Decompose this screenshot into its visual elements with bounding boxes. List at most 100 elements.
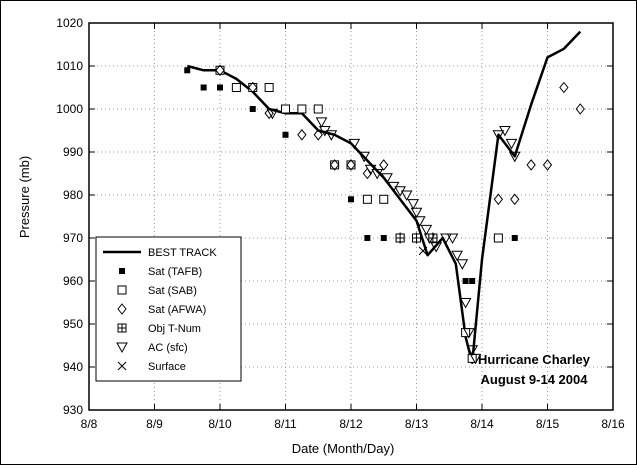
marker-shape — [325, 130, 338, 141]
y-tick-label: 960 — [63, 274, 83, 288]
data-point-sat-tafb — [282, 131, 289, 138]
data-point-sat-afwa — [346, 159, 356, 171]
data-point-ac-sfc — [499, 126, 511, 137]
marker-shape — [469, 278, 476, 284]
marker-shape — [117, 303, 127, 315]
data-point-ac-sfc — [430, 242, 442, 253]
marker-shape — [430, 242, 442, 253]
marker-shape — [446, 233, 459, 245]
data-point-ac-sfc — [459, 298, 472, 309]
data-point-sat-sab — [231, 83, 241, 92]
legend-label-sat-afwa: Sat (AFWA) — [148, 304, 206, 316]
data-point-sat-afwa — [248, 81, 258, 94]
y-tick-label: 950 — [63, 317, 83, 331]
marker-shape — [466, 345, 479, 356]
data-point-ac-sfc — [407, 199, 420, 210]
data-point-sat-sab — [379, 194, 389, 204]
data-point-sat-tafb — [200, 84, 207, 91]
data-point-sat-sab — [248, 83, 258, 92]
data-point-ac-sfc — [371, 169, 384, 180]
data-point-ac-sfc — [456, 259, 469, 270]
marker-shape — [215, 65, 225, 75]
data-point-sat-sab — [313, 104, 323, 114]
y-axis-label: Pressure (mb) — [17, 156, 32, 238]
marker-shape — [526, 159, 536, 171]
data-point-ac-sfc — [463, 328, 475, 339]
legend-label-sat-tafb: Sat (TAFB) — [148, 266, 202, 278]
marker-shape — [423, 233, 436, 245]
data-point-ac-sfc — [423, 233, 436, 245]
marker-shape — [248, 83, 258, 92]
data-point-ac-sfc — [440, 233, 452, 245]
data-point-sat-afwa — [493, 193, 504, 206]
series-surface — [418, 246, 428, 256]
marker-shape — [418, 246, 428, 256]
data-point-sat-afwa — [264, 107, 274, 120]
marker-shape — [348, 196, 354, 203]
data-point-ac-sfc — [315, 117, 328, 128]
marker-shape — [381, 173, 393, 184]
data-point-sat-afwa — [510, 193, 520, 206]
data-point-sat-afwa — [362, 167, 373, 180]
data-point-ac-sfc — [420, 224, 433, 236]
marker-shape — [380, 235, 387, 241]
marker-shape — [451, 250, 463, 262]
data-point-sat-sab — [362, 194, 372, 204]
x-tick-label: 8/14 — [470, 417, 494, 431]
legend-label-ac-sfc: AC (sfc) — [148, 342, 188, 354]
marker-shape — [469, 353, 482, 365]
legend-marker-ac-sfc — [116, 342, 128, 354]
series-ac-sfc — [266, 108, 521, 365]
marker-shape — [313, 128, 323, 141]
marker-shape — [249, 106, 256, 112]
x-axis-label: Date (Month/Day) — [292, 441, 395, 456]
data-point-sat-sab — [281, 104, 290, 114]
marker-shape — [348, 138, 361, 150]
marker-shape — [456, 259, 469, 270]
legend-label-sat-sab: Sat (SAB) — [148, 285, 197, 297]
y-tick-label: 1010 — [56, 59, 83, 73]
marker-shape — [462, 278, 469, 284]
x-tick-label: 8/11 — [274, 417, 297, 431]
legend-marker-obj-t-num — [117, 323, 127, 333]
x-tick-label: 8/15 — [536, 417, 560, 431]
marker-shape — [559, 81, 569, 94]
y-tick-label: 990 — [63, 145, 83, 159]
marker-shape — [379, 194, 389, 204]
marker-shape — [575, 103, 585, 115]
marker-shape — [330, 160, 340, 170]
marker-shape — [346, 159, 356, 171]
data-point-sat-tafb — [462, 278, 469, 284]
legend-marker-sat-tafb — [119, 268, 125, 274]
x-tick-label: 8/13 — [405, 417, 429, 431]
legend-marker-surface — [117, 361, 127, 371]
marker-shape — [459, 298, 472, 309]
marker-shape — [266, 108, 279, 120]
marker-shape — [264, 107, 274, 120]
y-tick-label: 970 — [63, 231, 83, 245]
data-point-ac-sfc — [413, 216, 426, 227]
marker-shape — [493, 233, 503, 243]
data-point-ac-sfc — [469, 353, 482, 365]
marker-shape — [217, 84, 223, 91]
series-sat-sab — [215, 65, 503, 363]
marker-shape — [362, 194, 372, 204]
marker-shape — [329, 159, 340, 171]
data-point-ac-sfc — [505, 138, 518, 150]
marker-shape — [297, 104, 307, 114]
marker-shape — [410, 207, 423, 219]
data-point-sat-afwa — [559, 81, 569, 94]
legend-label-obj-t-num: Obj T-Num — [148, 323, 201, 335]
marker-shape — [499, 126, 511, 137]
data-point-sat-tafb — [348, 196, 354, 203]
data-point-sat-afwa — [542, 159, 553, 171]
marker-shape — [315, 117, 328, 128]
data-point-sat-tafb — [217, 84, 223, 91]
y-tick-label: 940 — [63, 360, 83, 374]
data-point-sat-afwa — [297, 128, 307, 141]
marker-shape — [358, 151, 370, 163]
y-tick-label: 1020 — [56, 16, 83, 30]
marker-shape — [413, 216, 426, 227]
